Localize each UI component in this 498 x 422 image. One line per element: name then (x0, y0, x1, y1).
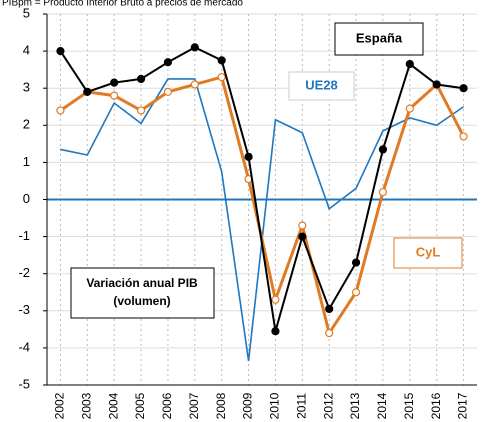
point (325, 304, 334, 314)
annotation: Variación anual PIB (volumen) (86, 276, 198, 308)
x-tick-label: 2008 (214, 392, 228, 419)
x-tick-group: 2005 (133, 392, 147, 419)
x-tick-group: 2016 (429, 392, 443, 419)
point (56, 46, 65, 56)
x-tick-label: 2012 (321, 392, 335, 419)
line-0 (60, 78, 465, 361)
point (271, 295, 280, 304)
y-tick-label: 1 (23, 154, 30, 169)
point (56, 106, 65, 115)
x-tick-group: 2002 (53, 392, 67, 419)
x-tick-group: 2003 (79, 392, 93, 419)
point (244, 152, 253, 161)
x-tick-group: 2011 (294, 393, 308, 419)
x-tick-label: 2011 (294, 393, 308, 419)
point (217, 56, 226, 65)
x-tick-label: 2014 (375, 392, 389, 419)
y-tick-label: 5 (23, 5, 30, 20)
point (459, 84, 468, 93)
y-tick-label: -3 (18, 302, 30, 317)
point (298, 232, 307, 241)
point (190, 80, 199, 89)
point (351, 258, 361, 267)
series-label: España (356, 30, 403, 45)
x-tick-group: 2006 (160, 392, 174, 419)
point (405, 59, 414, 69)
x-tick-label: 2007 (187, 392, 201, 419)
point (378, 145, 388, 154)
x-tick-group: 2004 (106, 392, 120, 419)
y-tick-label: -2 (18, 265, 30, 280)
x-tick-group: 2009 (241, 392, 255, 419)
x-tick-label: 2017 (456, 392, 470, 419)
y-tick-label: 3 (23, 80, 30, 95)
point (110, 78, 119, 87)
line-2 (59, 46, 464, 332)
x-tick-label: 2016 (429, 392, 443, 419)
point (163, 87, 173, 97)
y-tick-label: -5 (18, 376, 30, 391)
point (298, 221, 307, 230)
point (405, 104, 414, 113)
point (190, 43, 199, 52)
point (83, 87, 92, 97)
x-tick-label: 2003 (79, 392, 93, 419)
point (217, 72, 226, 82)
point (378, 187, 388, 197)
x-tick-label: 2009 (241, 392, 255, 419)
y-tick-label: -1 (18, 228, 30, 243)
label-box (334, 22, 424, 56)
x-tick-group: 2014 (375, 392, 389, 419)
series-label: UE28 (305, 77, 338, 92)
x-tick-group: 2015 (402, 392, 416, 419)
point (459, 132, 468, 141)
point (110, 91, 119, 100)
annotation-box (70, 267, 215, 319)
point (136, 74, 146, 84)
label-box (288, 71, 355, 101)
x-tick-group: 2012 (321, 392, 335, 419)
x-tick-label: 2013 (348, 392, 362, 419)
point (271, 327, 280, 336)
x-tick-group: 2007 (187, 392, 201, 419)
point (432, 80, 441, 89)
x-tick-group: 2017 (456, 392, 470, 419)
x-tick-group: 2013 (348, 392, 362, 419)
label-box (393, 237, 463, 269)
x-tick-label: 2005 (133, 392, 147, 419)
y-tick-label: 4 (23, 43, 30, 58)
point (325, 328, 334, 338)
point (163, 58, 173, 67)
y-tick-label: 2 (23, 117, 30, 132)
y-tick-label: 0 (23, 191, 30, 206)
x-tick-label: 2002 (53, 392, 67, 419)
y-tick-label: -4 (18, 339, 30, 354)
x-tick-label: 2015 (402, 392, 416, 419)
point (351, 288, 361, 297)
point (136, 106, 146, 115)
x-tick-group: 2008 (214, 392, 228, 419)
x-tick-label: 2010 (268, 392, 282, 419)
chart-title: PIBpm = Producto Interior Bruto a precio… (2, 0, 243, 9)
series-label: CyL (416, 244, 441, 259)
x-tick-label: 2004 (106, 392, 120, 419)
x-tick-label: 2006 (160, 392, 174, 419)
x-tick-group: 2010 (268, 392, 282, 419)
